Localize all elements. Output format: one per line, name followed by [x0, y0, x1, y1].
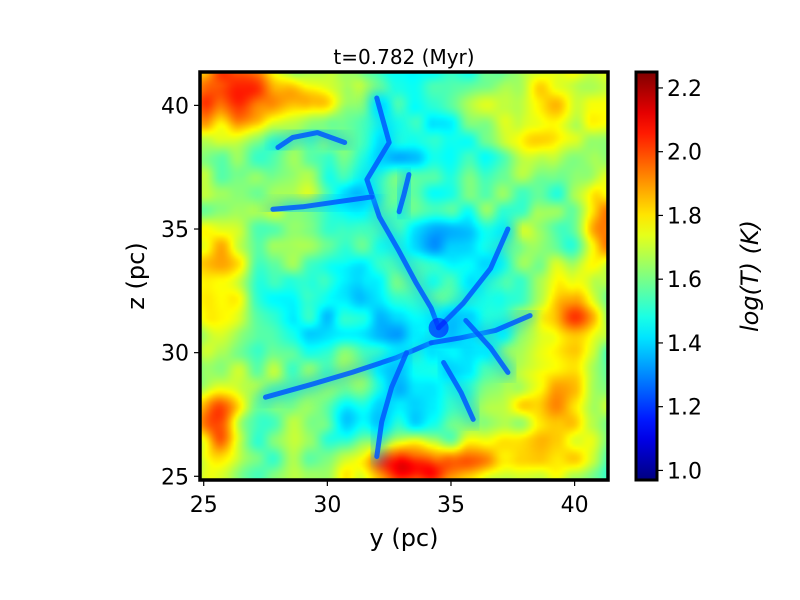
colorbar-label: log(T) (K) [736, 220, 764, 332]
colorbar-tick-label: 2.2 [667, 77, 702, 102]
colorbar-bar [634, 70, 659, 482]
y-tick-label: 40 [161, 94, 189, 119]
colorbar-tick-label: 1.0 [667, 459, 702, 484]
colorbar: 1.0 1.2 1.4 1.6 1.8 2.0 2.2 log(T) (K) [634, 70, 764, 484]
filament [275, 130, 348, 150]
chart-title: t=0.782 (Myr) [333, 45, 474, 69]
x-axis: 25 30 35 40 [190, 480, 589, 518]
y-axis: 25 30 35 40 [161, 94, 200, 490]
filament [364, 95, 442, 331]
colorbar-tick-label: 1.6 [667, 268, 702, 293]
filament [270, 194, 375, 212]
x-tick-label: 30 [313, 493, 341, 518]
filament-core [428, 317, 449, 338]
filament [396, 172, 412, 215]
y-tick-label: 30 [161, 342, 189, 367]
y-axis-label: z (pc) [122, 242, 150, 309]
colorbar-tick-label: 2.0 [667, 141, 702, 166]
y-tick-label: 35 [161, 218, 189, 243]
filament [436, 226, 511, 331]
heatmap-plot [198, 70, 610, 482]
plot-frame [198, 70, 610, 482]
colorbar-tick-label: 1.2 [667, 396, 702, 421]
filament [441, 360, 476, 422]
x-tick-label: 35 [437, 493, 465, 518]
filament [463, 318, 511, 375]
y-tick-label: 25 [161, 465, 189, 490]
x-tick-label: 40 [561, 493, 589, 518]
colorbar-tick-label: 1.4 [667, 332, 702, 357]
filament-layer [257, 90, 539, 465]
x-tick-label: 25 [190, 493, 218, 518]
colorbar-tick-label: 1.8 [667, 204, 702, 229]
colorbar-ticks: 1.0 1.2 1.4 1.6 1.8 2.0 2.2 [657, 77, 702, 484]
x-axis-label: y (pc) [370, 524, 439, 552]
filament [374, 350, 409, 459]
